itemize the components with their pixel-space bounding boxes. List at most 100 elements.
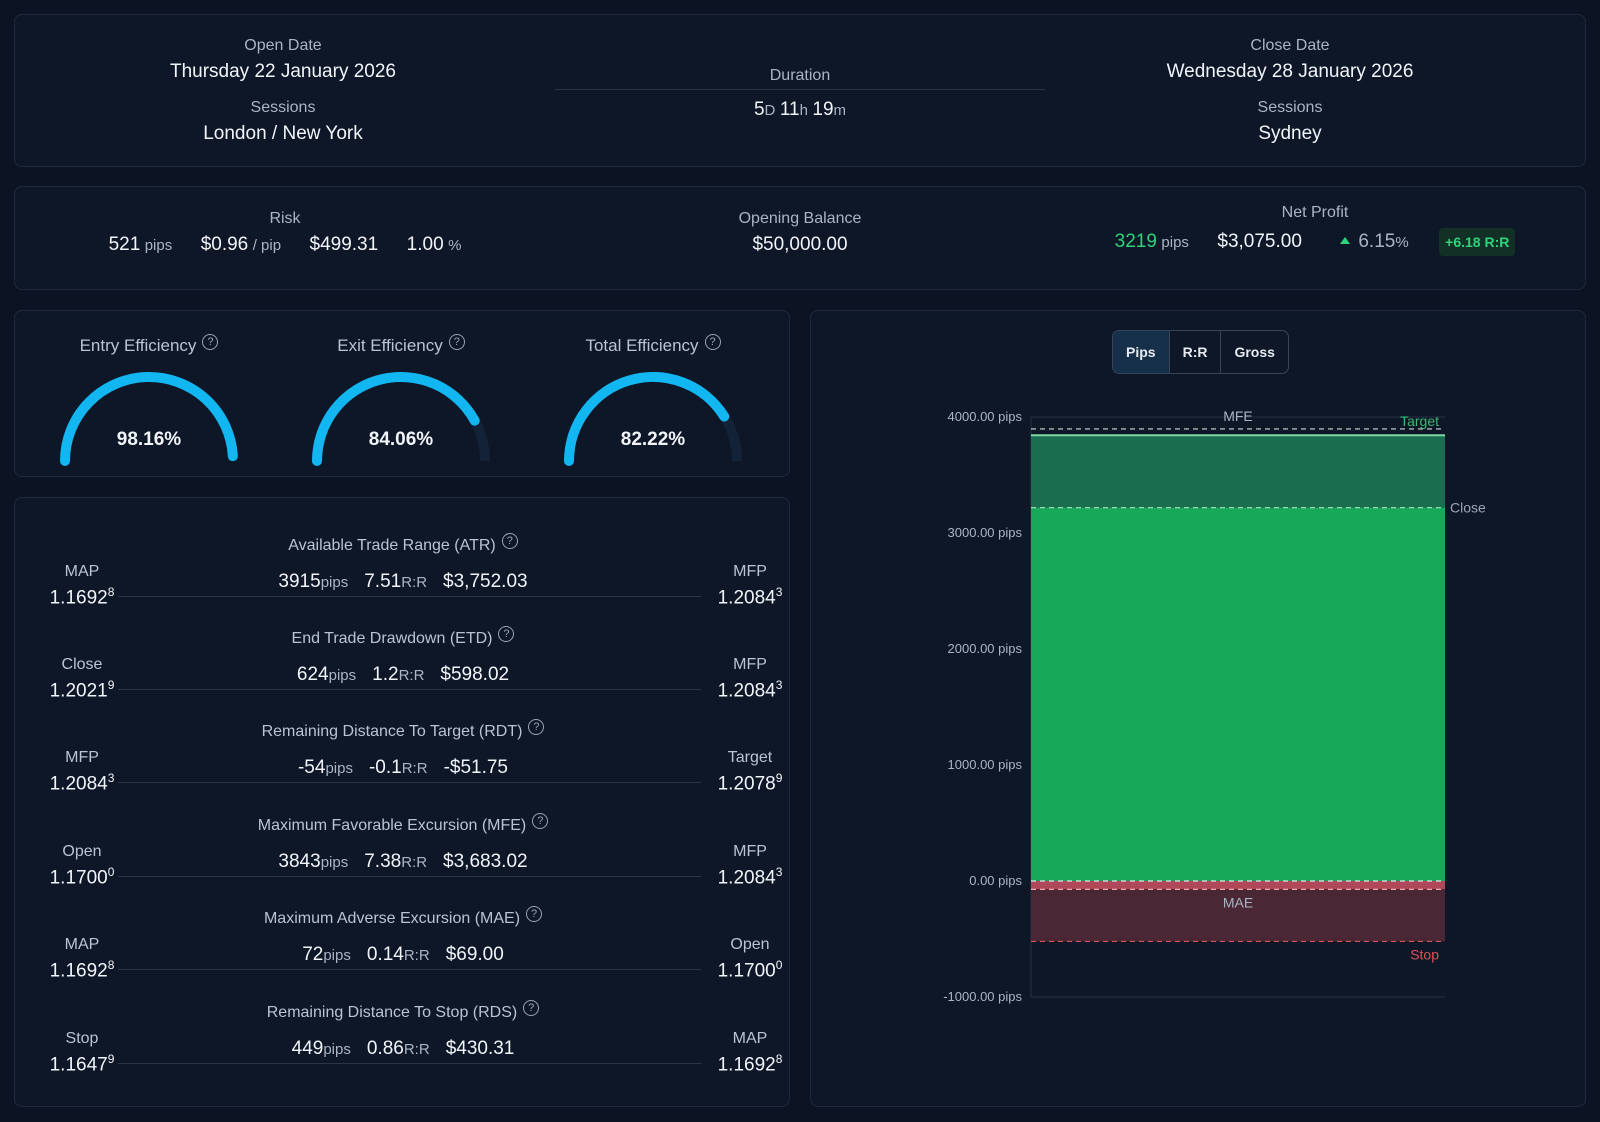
close-date-value: Wednesday 28 January 2026 (1166, 61, 1414, 82)
metric-values: 72pips 0.14R:R $69.00 (302, 944, 504, 965)
risk-label: Risk (269, 210, 301, 227)
metric-rr: -0.1 (368, 757, 402, 778)
exit-efficiency-title: Exit Efficiency (337, 336, 443, 355)
metric-rr: 7.38 (364, 851, 402, 872)
toggle-rr[interactable]: R:R (1170, 331, 1222, 373)
metric-title: End Trade Drawdown (ETD) (291, 630, 493, 647)
risk-amount: $499.31 (309, 234, 379, 255)
help-icon[interactable]: ? (202, 334, 219, 350)
y-tick-label: -1000.00 pips (943, 989, 1022, 1004)
help-icon[interactable]: ? (526, 906, 543, 922)
help-icon[interactable]: ? (528, 719, 545, 735)
y-tick-label: 2000.00 pips (948, 641, 1023, 656)
risk-pips: 521 (108, 234, 141, 255)
risk-block: Risk 521 pips $0.96 / pip $499.31 1.00 % (15, 210, 555, 256)
opening-balance-value: $50,000.00 (752, 234, 848, 255)
opening-balance-label: Opening Balance (738, 210, 862, 227)
excursion-metrics-panel: Available Trade Range (ATR)? 3915pips 7.51… (14, 497, 790, 1107)
metric-from-price: Stop 1.16479 (49, 1030, 115, 1076)
risk-percent: 1.00 (406, 234, 444, 255)
help-icon[interactable]: ? (523, 1000, 540, 1016)
total-efficiency-title: Total Efficiency (585, 336, 699, 355)
metric-gross: -$51.75 (443, 757, 509, 778)
metric-values: 449pips 0.86R:R $430.31 (291, 1038, 515, 1059)
chart-unit-toggle: Pips R:R Gross (1112, 330, 1289, 374)
metric-divider (118, 969, 701, 970)
mfe-label: MFE (1223, 408, 1253, 424)
stop-zone-bar (1031, 889, 1445, 942)
help-icon[interactable]: ? (501, 533, 518, 549)
close-sessions-label: Sessions (1257, 99, 1323, 116)
excursion-chart: 4000.00 pips 3000.00 pips 2000.00 pips 1000… (943, 408, 1486, 1004)
risk-balance-panel: Risk 521 pips $0.96 / pip $499.31 1.00 %… (14, 186, 1586, 290)
open-sessions-value: London / New York (203, 123, 363, 144)
metric-divider (118, 596, 701, 597)
metric-divider (118, 782, 701, 783)
duration-label: Duration (769, 67, 831, 84)
metric-gross: $598.02 (440, 664, 510, 685)
metric-title: Available Trade Range (ATR) (288, 537, 496, 554)
excursion-chart-panel: Pips R:R Gross 4000.00 pips 3000.00 pips 2… (810, 310, 1586, 1107)
help-icon[interactable]: ? (532, 813, 549, 829)
net-profit-block: Net Profit 3219 pips $3,075.00 6.15% +6.… (1045, 204, 1585, 256)
duration-divider (555, 89, 1045, 90)
metric-title: Remaining Distance To Target (RDT) (261, 723, 523, 740)
metric-row: Maximum Adverse Excursion (MAE)? 72pips 0.… (15, 906, 791, 1001)
metric-rr: 0.86 (366, 1038, 404, 1059)
open-sessions-label: Sessions (250, 99, 316, 116)
metric-values: 3915pips 7.51R:R $3,752.03 (278, 571, 528, 592)
open-date-label: Open Date (244, 37, 322, 54)
y-tick-label: 0.00 pips (969, 873, 1022, 888)
metric-pips: 72 (302, 944, 324, 965)
help-icon[interactable]: ? (448, 334, 465, 350)
close-sessions-value: Sydney (1258, 123, 1322, 144)
open-date-block: Open Date Thursday 22 January 2026 Sessi… (23, 37, 543, 145)
net-profit-amount: $3,075.00 (1217, 231, 1302, 252)
mae-bar (1031, 881, 1445, 890)
metric-pips: 624 (296, 664, 329, 685)
metric-row: End Trade Drawdown (ETD)? 624pips 1.2R:R $5… (15, 626, 791, 721)
entry-efficiency-arc (60, 372, 238, 466)
close-label: Close (1450, 500, 1486, 516)
metric-gross: $430.31 (445, 1038, 515, 1059)
metric-pips: 449 (291, 1038, 324, 1059)
metric-from-price: MFP 1.20843 (49, 749, 115, 795)
metric-from-price: MAP 1.16928 (49, 936, 115, 982)
y-tick-label: 1000.00 pips (948, 757, 1023, 772)
metric-to-price: MFP 1.20843 (717, 563, 783, 609)
metric-row: Remaining Distance To Stop (RDS)? 449pips… (15, 1000, 791, 1095)
help-icon[interactable]: ? (498, 626, 515, 642)
mae-label: MAE (1223, 894, 1253, 910)
net-profit-label: Net Profit (1281, 204, 1349, 221)
exit-efficiency-value: 84.06% (368, 429, 434, 450)
net-profit-percent: 6.15 (1358, 231, 1396, 252)
metric-to-price: Open 1.17000 (717, 936, 783, 982)
mfe-zone-bar (1031, 435, 1445, 508)
risk-per-pip: $0.96 (200, 234, 249, 255)
total-efficiency-value: 82.22% (620, 429, 686, 450)
metric-values: 3843pips 7.38R:R $3,683.02 (278, 851, 528, 872)
duration-value: 5D 11h 19m (753, 99, 847, 120)
metric-rr: 7.51 (364, 571, 402, 592)
metric-title: Remaining Distance To Stop (RDS) (266, 1004, 518, 1021)
metric-rr: 1.2 (372, 664, 399, 685)
metric-to-price: Target 1.20789 (717, 749, 783, 795)
metric-pips: 3915 (278, 571, 321, 592)
toggle-gross[interactable]: Gross (1234, 344, 1275, 360)
entry-efficiency-title: Entry Efficiency (79, 336, 197, 355)
metric-divider (118, 1063, 701, 1064)
metric-gross: $69.00 (445, 944, 504, 965)
rr-badge: +6.18 R:R (1439, 228, 1516, 256)
metric-values: -54pips -0.1R:R -$51.75 (297, 757, 509, 778)
net-profit-bar (1031, 507, 1445, 881)
metric-to-price: MAP 1.16928 (717, 1030, 783, 1076)
help-icon[interactable]: ? (704, 334, 721, 350)
toggle-pips[interactable]: Pips (1113, 331, 1170, 373)
target-label: Target (1400, 413, 1439, 429)
metric-pips: 3843 (278, 851, 321, 872)
metric-from-price: Open 1.17000 (49, 843, 115, 889)
metric-row: Maximum Favorable Excursion (MFE)? 3843pi… (15, 813, 791, 908)
metric-row: Remaining Distance To Target (RDT)? -54pi… (15, 719, 791, 814)
metric-from-price: MAP 1.16928 (49, 563, 115, 609)
entry-efficiency-value: 98.16% (116, 429, 182, 450)
